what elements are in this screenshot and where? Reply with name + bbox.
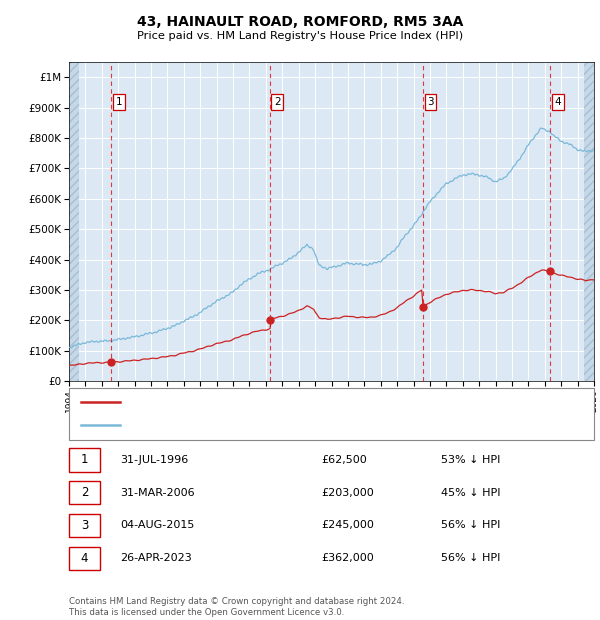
Text: 31-JUL-1996: 31-JUL-1996 [120,454,188,465]
Text: 4: 4 [81,552,88,565]
Text: 26-APR-2023: 26-APR-2023 [120,553,192,564]
Bar [584,62,594,381]
Text: 1: 1 [115,97,122,107]
Text: 56% ↓ HPI: 56% ↓ HPI [441,520,500,531]
Text: 2: 2 [274,97,281,107]
Text: HPI: Average price, detached house, Havering: HPI: Average price, detached house, Have… [127,420,352,430]
Text: 3: 3 [81,519,88,532]
Text: Price paid vs. HM Land Registry's House Price Index (HPI): Price paid vs. HM Land Registry's House … [137,31,463,41]
Text: This data is licensed under the Open Government Licence v3.0.: This data is licensed under the Open Gov… [69,608,344,617]
Text: 43, HAINAULT ROAD, ROMFORD, RM5 3AA (detached house): 43, HAINAULT ROAD, ROMFORD, RM5 3AA (det… [127,397,422,407]
Text: 2: 2 [81,486,88,499]
Text: 04-AUG-2015: 04-AUG-2015 [120,520,194,531]
Text: 53% ↓ HPI: 53% ↓ HPI [441,454,500,465]
Text: Contains HM Land Registry data © Crown copyright and database right 2024.: Contains HM Land Registry data © Crown c… [69,597,404,606]
Bar [69,62,79,381]
Text: 31-MAR-2006: 31-MAR-2006 [120,487,194,498]
Text: £62,500: £62,500 [321,454,367,465]
Bar [584,62,594,381]
Text: 45% ↓ HPI: 45% ↓ HPI [441,487,500,498]
Text: £245,000: £245,000 [321,520,374,531]
Text: £203,000: £203,000 [321,487,374,498]
Text: 56% ↓ HPI: 56% ↓ HPI [441,553,500,564]
Text: £362,000: £362,000 [321,553,374,564]
Text: 3: 3 [427,97,434,107]
Bar [69,62,79,381]
Text: 4: 4 [554,97,561,107]
Text: 1: 1 [81,453,88,466]
Text: 43, HAINAULT ROAD, ROMFORD, RM5 3AA: 43, HAINAULT ROAD, ROMFORD, RM5 3AA [137,16,463,30]
